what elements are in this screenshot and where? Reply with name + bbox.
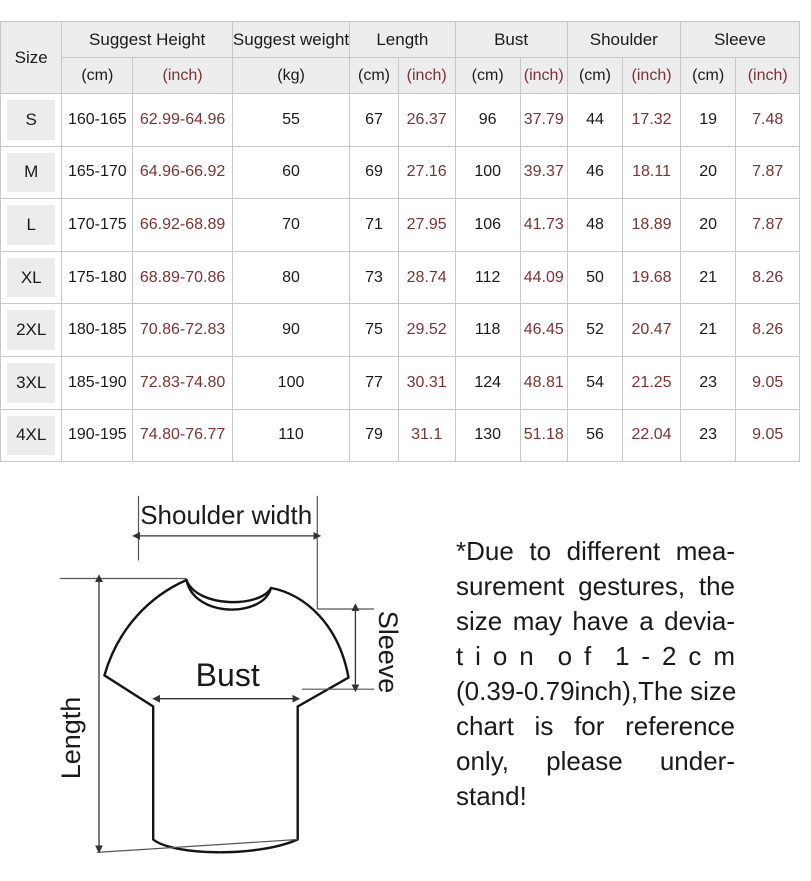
svg-text:Shoulder width: Shoulder width xyxy=(140,500,312,530)
svg-text:Length: Length xyxy=(56,697,86,780)
svg-text:Sleeve: Sleeve xyxy=(373,611,403,694)
svg-text:Bust: Bust xyxy=(196,657,260,693)
